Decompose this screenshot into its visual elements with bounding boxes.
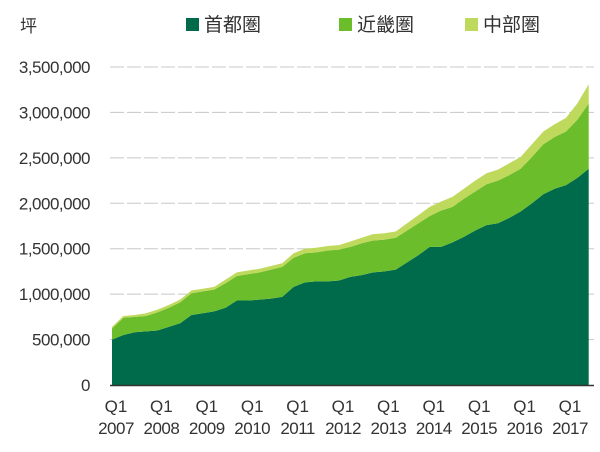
legend-swatch <box>465 18 478 31</box>
y-tick-label: 3,500,000 <box>19 58 90 77</box>
y-axis-unit-label: 坪 <box>20 17 37 36</box>
legend-swatch <box>186 18 199 31</box>
y-tick-label: 2,000,000 <box>19 194 90 213</box>
x-tick-year: 2008 <box>143 419 179 438</box>
x-tick-quarter: Q1 <box>332 397 355 416</box>
legend-label: 中部圏 <box>483 14 540 36</box>
x-tick-year: 2016 <box>507 419 543 438</box>
x-tick-year: 2015 <box>461 419 497 438</box>
x-tick-quarter: Q1 <box>105 397 128 416</box>
y-tick-label: 0 <box>81 376 90 395</box>
x-tick-year: 2007 <box>98 419 134 438</box>
legend-label: 近畿圏 <box>357 14 414 36</box>
legend-swatch <box>339 18 352 31</box>
x-tick-year: 2017 <box>552 419 588 438</box>
area-series-2 <box>112 103 589 340</box>
x-tick-year: 2012 <box>325 419 361 438</box>
x-tick-quarter: Q1 <box>377 397 400 416</box>
x-axis-ticks: Q1 2007 Q1 2008 Q1 2009 Q1 2010 Q1 2011 Q1 2012 Q1 20… <box>98 397 588 438</box>
x-tick-quarter: Q1 <box>559 397 582 416</box>
y-tick-label: 1,000,000 <box>19 285 90 304</box>
x-tick-year: 2013 <box>370 419 406 438</box>
y-axis-ticks: 0 500,000 1,000,000 1,500,000 2,000,000 2,500… <box>19 58 91 395</box>
y-tick-label: 1,500,000 <box>19 240 90 259</box>
y-tick-label: 3,000,000 <box>19 103 90 122</box>
x-tick-year: 2009 <box>189 419 225 438</box>
x-tick-quarter: Q1 <box>286 397 309 416</box>
x-tick-quarter: Q1 <box>241 397 264 416</box>
x-tick-quarter: Q1 <box>513 397 536 416</box>
x-tick-year: 2014 <box>416 419 452 438</box>
x-tick-year: 2011 <box>280 419 315 438</box>
x-tick-quarter: Q1 <box>468 397 491 416</box>
x-tick-quarter: Q1 <box>150 397 173 416</box>
legend: 首都圏 近畿圏 中部圏 <box>186 14 540 36</box>
y-tick-label: 2,500,000 <box>19 149 90 168</box>
legend-label: 首都圏 <box>204 14 261 36</box>
areas <box>112 84 589 385</box>
y-tick-label: 500,000 <box>32 331 90 350</box>
x-tick-quarter: Q1 <box>422 397 445 416</box>
x-tick-quarter: Q1 <box>195 397 218 416</box>
x-tick-year: 2010 <box>234 419 270 438</box>
